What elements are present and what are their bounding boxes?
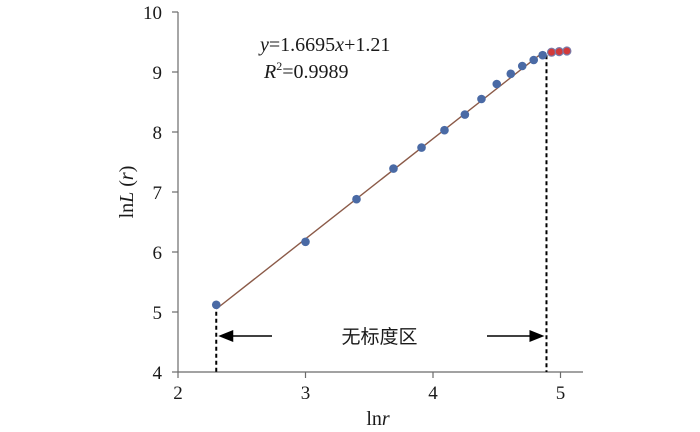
data-point (477, 94, 486, 104)
data-point (492, 79, 502, 89)
x-tick-label: 2 (173, 383, 183, 404)
data-point (517, 61, 527, 71)
y-tick-label: 6 (153, 243, 163, 264)
x-tick-label: 3 (301, 383, 311, 404)
scale-free-region: 无标度区 (215, 55, 548, 372)
region-arrow-right-head (529, 330, 545, 342)
data-point (529, 55, 539, 65)
data-points (211, 46, 572, 310)
fit-line-group (215, 52, 544, 310)
y-tick-label: 5 (153, 303, 163, 324)
y-axis-title: lnL (r) (116, 166, 138, 219)
data-point (389, 164, 398, 173)
y-tick-label: 7 (153, 183, 163, 204)
x-axis-title: lnr (366, 408, 390, 430)
y-tick-label: 4 (153, 363, 163, 384)
fit-line (215, 52, 544, 310)
y-tick-label: 10 (143, 3, 162, 24)
data-point (538, 50, 547, 60)
data-point (352, 194, 361, 204)
saturation-point (546, 47, 557, 57)
ticks: 2 3 4 5 4 5 6 7 8 9 10 (143, 3, 565, 404)
r-squared: R2=0.9989 (263, 59, 349, 83)
data-point (460, 110, 470, 119)
region-label: 无标度区 (341, 326, 417, 348)
data-point (417, 143, 426, 152)
data-point (440, 125, 449, 135)
data-point (211, 300, 221, 310)
fit-equation: y=1.6695x+1.21 (258, 34, 390, 56)
x-tick-label: 5 (556, 383, 566, 404)
data-point (301, 237, 310, 247)
y-tick-label: 8 (153, 123, 163, 144)
saturation-point (562, 46, 572, 56)
data-point (506, 69, 516, 79)
saturation-point (554, 46, 564, 57)
region-arrow-left-head (218, 330, 234, 342)
y-tick-label: 9 (153, 63, 163, 84)
x-tick-label: 4 (428, 383, 438, 404)
